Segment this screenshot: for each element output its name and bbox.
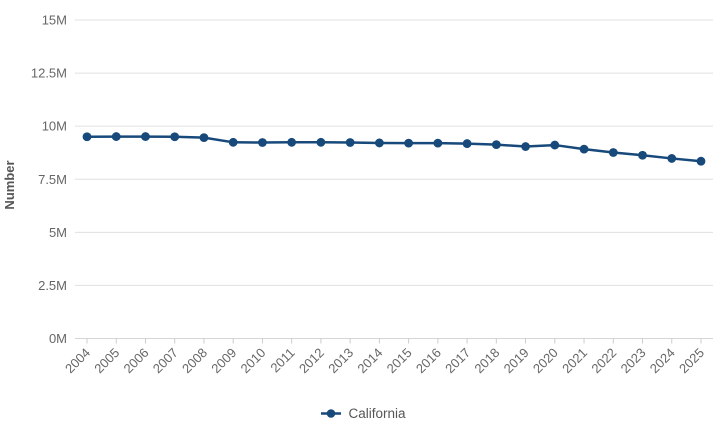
data-point-california-2008[interactable] <box>199 133 209 143</box>
legend: California <box>0 402 727 424</box>
data-point-california-2019[interactable] <box>521 142 530 151</box>
data-point-california-2025[interactable] <box>696 156 706 166</box>
legend-label: California <box>348 405 406 421</box>
legend-marker-icon <box>321 408 342 418</box>
x-axis-label: 2022 <box>588 345 619 376</box>
data-point-california-2018[interactable] <box>491 140 501 150</box>
data-point-california-2004[interactable] <box>82 132 92 142</box>
x-axis-label: 2015 <box>384 345 415 376</box>
x-axis-label: 2008 <box>179 345 210 376</box>
data-point-california-2022[interactable] <box>608 148 618 157</box>
data-point-california-2014[interactable] <box>374 138 384 148</box>
x-axis-label: 2014 <box>354 345 385 376</box>
x-axis-label: 2005 <box>91 345 122 376</box>
x-axis-label: 2012 <box>296 345 327 376</box>
x-axis-label: 2019 <box>501 345 532 376</box>
y-axis-title: Number <box>2 160 17 209</box>
data-point-california-2016[interactable] <box>433 138 443 148</box>
y-axis-tick-label: 0M <box>49 331 67 346</box>
data-point-california-2007[interactable] <box>170 132 180 142</box>
grid-layer <box>75 19 713 339</box>
data-point-california-2013[interactable] <box>345 138 355 147</box>
x-axis-label: 2009 <box>208 345 239 376</box>
data-point-california-2006[interactable] <box>141 132 150 141</box>
data-point-california-2020[interactable] <box>550 140 560 150</box>
data-point-california-2011[interactable] <box>287 137 297 147</box>
data-point-california-2010[interactable] <box>258 138 267 147</box>
x-axis-label: 2021 <box>559 345 590 376</box>
data-point-california-2009[interactable] <box>228 137 238 147</box>
x-axis-label: 2018 <box>471 345 502 376</box>
y-axis-tick-label: 15M <box>42 13 67 28</box>
data-point-california-2023[interactable] <box>638 150 647 160</box>
y-axis-tick-label: 10M <box>42 119 67 134</box>
axis-layer: 0M2.5M5M7.5M10M12.5M15M20042005200620072… <box>31 13 707 377</box>
x-axis-label: 2010 <box>237 345 268 376</box>
y-axis-tick-label: 2.5M <box>38 278 67 293</box>
y-axis-tick-label: 12.5M <box>31 66 67 81</box>
data-point-california-2017[interactable] <box>462 139 472 148</box>
data-point-california-2021[interactable] <box>579 144 589 154</box>
x-axis-label: 2023 <box>618 345 649 376</box>
x-axis-label: 2025 <box>676 345 707 376</box>
series-layer <box>82 132 706 166</box>
data-point-california-2012[interactable] <box>316 137 326 147</box>
y-axis-tick-label: 7.5M <box>38 172 67 187</box>
data-point-california-2005[interactable] <box>111 132 121 141</box>
x-axis-label: 2013 <box>325 345 356 376</box>
x-axis-label: 2020 <box>530 345 561 376</box>
data-point-california-2015[interactable] <box>404 138 414 148</box>
x-axis-label: 2024 <box>647 345 678 376</box>
legend-item-california[interactable]: California <box>321 405 406 421</box>
x-axis-label: 2006 <box>121 345 152 376</box>
x-axis-label: 2017 <box>442 345 473 376</box>
y-axis-tick-label: 5M <box>49 225 67 240</box>
x-axis-label: 2007 <box>150 345 181 376</box>
x-axis-label: 2016 <box>413 345 444 376</box>
series-line-california <box>85 135 703 163</box>
x-axis-label: 2011 <box>267 345 297 375</box>
data-point-california-2024[interactable] <box>667 154 677 163</box>
x-axis-label: 2004 <box>62 345 93 376</box>
